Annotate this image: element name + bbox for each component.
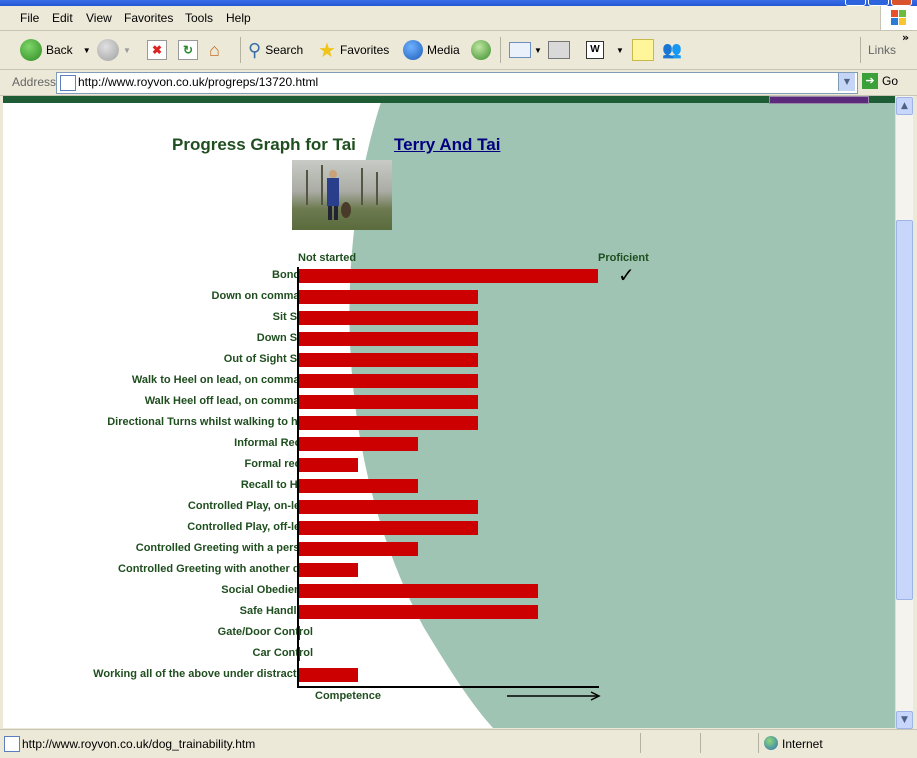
back-dropdown-icon[interactable]: ▼	[82, 45, 91, 55]
word-edit-icon: W	[586, 41, 604, 59]
menu-view[interactable]: View	[86, 11, 112, 25]
windows-logo-icon	[880, 6, 917, 30]
discuss-button[interactable]	[632, 37, 654, 63]
home-button[interactable]: ⌂	[209, 37, 231, 63]
messenger-button[interactable]: 👥	[662, 37, 684, 63]
header-tab[interactable]	[769, 96, 869, 104]
toolbar-separator	[860, 37, 861, 63]
address-input[interactable]	[56, 72, 858, 94]
history-clock-icon	[471, 40, 491, 60]
close-window-button[interactable]	[891, 0, 912, 6]
stop-button[interactable]: ✖	[147, 37, 167, 63]
scroll-down-button[interactable]: ▼	[896, 711, 913, 729]
menu-edit[interactable]: Edit	[52, 11, 73, 25]
y-axis-line	[297, 267, 299, 687]
page-title: Progress Graph for Tai	[172, 135, 356, 154]
page-content	[3, 96, 895, 728]
printer-icon	[548, 41, 570, 59]
menu-favorites[interactable]: Favorites	[124, 11, 174, 25]
search-icon: ⚲	[248, 39, 262, 60]
favorites-label: Favorites	[339, 43, 390, 57]
search-label: Search	[265, 43, 304, 57]
back-label: Back	[46, 43, 73, 57]
owner-link[interactable]: Terry And Tai	[394, 135, 501, 154]
forward-dropdown-icon[interactable]: ▼	[123, 45, 131, 55]
menu-bar: File Edit View Favorites Tools Help	[0, 6, 917, 31]
address-label: Address	[12, 75, 57, 89]
print-button[interactable]	[548, 37, 570, 63]
mail-dropdown-icon[interactable]: ▼	[534, 45, 542, 55]
status-page-icon	[4, 736, 20, 752]
scale-end-label: Proficient	[598, 252, 649, 264]
address-url[interactable]: http://www.royvon.co.uk/progreps/13720.h…	[78, 75, 319, 89]
edit-button[interactable]: W ▼	[586, 37, 624, 63]
toolbar-overflow-icon[interactable]: »	[902, 31, 910, 44]
address-dropdown-button[interactable]: ▼	[838, 73, 855, 91]
history-button[interactable]	[471, 37, 495, 63]
status-bar: http://www.royvon.co.uk/dog_trainability…	[0, 729, 917, 758]
star-icon: ★	[318, 39, 336, 62]
refresh-button[interactable]: ↻	[178, 37, 198, 63]
x-axis-line	[297, 686, 599, 688]
toolbar: Back ▼ ▼ ✖ ↻ ⌂ ⚲ Search ★ Favorites Medi…	[0, 31, 917, 70]
refresh-icon: ↻	[178, 40, 198, 60]
background-shape	[349, 96, 895, 728]
menu-file[interactable]: File	[20, 11, 40, 25]
maximize-button[interactable]	[868, 0, 889, 6]
window-title-bar	[0, 0, 917, 6]
back-button[interactable]: Back ▼	[20, 37, 91, 63]
zone-label: Internet	[782, 737, 823, 751]
status-divider	[700, 733, 701, 753]
minimize-button[interactable]	[845, 0, 866, 6]
scale-start-label: Not started	[298, 252, 357, 264]
links-label: Links	[868, 43, 897, 57]
edit-dropdown-icon[interactable]: ▼	[616, 45, 624, 55]
messenger-people-icon: 👥	[662, 42, 682, 59]
back-arrow-icon	[20, 39, 42, 61]
arrow-right-icon	[507, 691, 601, 701]
forward-arrow-icon	[97, 39, 119, 61]
chevron-down-icon: ▼	[843, 77, 851, 86]
mail-button[interactable]: ▼	[509, 37, 542, 63]
home-icon: ⌂	[209, 40, 220, 60]
forward-button[interactable]: ▼	[97, 37, 131, 63]
media-button[interactable]: Media	[403, 37, 460, 63]
status-text: http://www.royvon.co.uk/dog_trainability…	[22, 737, 256, 751]
media-globe-icon	[403, 40, 423, 60]
menu-tools[interactable]: Tools	[185, 11, 214, 25]
page-icon	[60, 75, 76, 91]
x-axis-label: Competence	[315, 690, 382, 702]
internet-zone-icon	[764, 736, 778, 750]
menu-help[interactable]: Help	[226, 11, 251, 25]
media-label: Media	[427, 43, 460, 57]
status-divider	[758, 733, 759, 753]
toolbar-separator	[240, 37, 241, 63]
toolbar-separator	[500, 37, 501, 63]
go-button[interactable]: ➔ Go	[862, 73, 898, 89]
scroll-up-button[interactable]: ▲	[896, 97, 913, 115]
stop-icon: ✖	[147, 40, 167, 60]
favorites-button[interactable]: ★ Favorites	[318, 37, 389, 63]
status-divider	[640, 733, 641, 753]
links-button[interactable]: Links	[868, 37, 896, 63]
proficient-check-icon: ✓	[618, 263, 635, 287]
note-icon	[632, 39, 654, 61]
dog-photo	[292, 160, 392, 230]
scroll-thumb[interactable]	[896, 220, 913, 600]
go-label: Go	[882, 74, 899, 88]
search-button[interactable]: ⚲ Search	[248, 37, 303, 63]
go-arrow-icon: ➔	[862, 73, 878, 89]
mail-icon	[509, 42, 531, 58]
header-strip	[3, 96, 895, 103]
